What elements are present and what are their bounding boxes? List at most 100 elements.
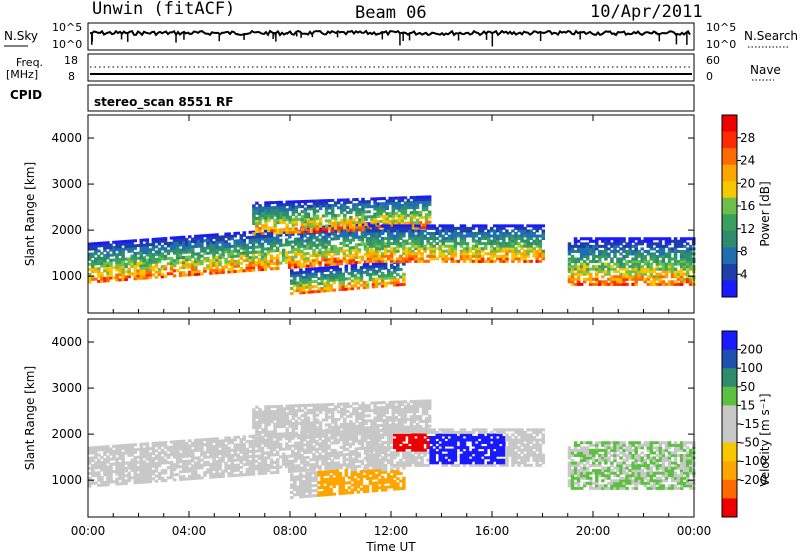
power-cell <box>417 229 421 233</box>
power-cell <box>658 267 663 271</box>
power-cell <box>408 226 412 230</box>
power-cell <box>349 226 353 230</box>
power-cell <box>266 237 271 241</box>
power-cell <box>324 260 328 264</box>
velocity-cell <box>230 448 234 452</box>
power-cell <box>348 246 353 250</box>
power-cell <box>601 265 605 269</box>
velocity-cell <box>303 421 308 425</box>
power-cell <box>514 257 518 261</box>
velocity-cell <box>252 420 256 425</box>
velocity-cell <box>224 436 228 440</box>
power-cell <box>324 258 328 262</box>
velocity-cell <box>278 437 283 441</box>
power-cell <box>474 254 479 258</box>
velocity-cell <box>285 407 289 411</box>
velocity-cell <box>181 439 186 443</box>
power-cell <box>411 252 415 256</box>
velocity-cell <box>175 465 180 469</box>
power-cell <box>538 226 542 230</box>
power-cell <box>333 224 338 228</box>
power-cell <box>365 283 370 287</box>
velocity-cell <box>257 444 262 448</box>
power-cell <box>502 247 506 251</box>
power-cell <box>486 257 491 261</box>
velocity-cell <box>312 437 316 441</box>
power-cell <box>591 244 596 248</box>
velocity-cell <box>106 473 110 477</box>
power-cell <box>291 218 296 222</box>
velocity-cell <box>300 456 304 460</box>
velocity-cell <box>239 465 244 469</box>
power-cell <box>148 273 153 277</box>
power-cell <box>424 195 429 199</box>
power-cell <box>346 198 350 202</box>
velocity-cell <box>252 408 256 412</box>
power-cell <box>382 214 386 218</box>
power-cell <box>432 237 436 241</box>
velocity-cell <box>157 459 162 463</box>
velocity-cell <box>100 445 104 449</box>
power-cell <box>403 201 408 205</box>
velocity-cell <box>297 421 302 425</box>
power-cell <box>157 272 162 276</box>
power-cell <box>291 250 295 254</box>
power-cell <box>184 260 189 264</box>
power-cell <box>293 284 297 288</box>
power-cell <box>287 233 292 237</box>
velocity-cell <box>309 429 314 433</box>
power-cell <box>94 244 98 248</box>
power-cell <box>260 265 265 269</box>
velocity-cell <box>370 419 374 423</box>
power-cell <box>394 201 399 205</box>
power-cell <box>297 237 301 241</box>
velocity-cell <box>154 464 159 468</box>
velocity-cell <box>352 422 356 426</box>
velocity-cell <box>248 450 253 454</box>
velocity-cell <box>115 449 119 453</box>
power-cell <box>258 221 262 225</box>
velocity-cell <box>354 434 359 438</box>
velocity-cell <box>212 450 216 454</box>
velocity-cell <box>318 421 323 425</box>
power-cell <box>368 224 373 228</box>
power-cell <box>511 259 515 263</box>
power-cell <box>145 273 150 277</box>
power-cell <box>628 252 632 256</box>
power-cell <box>359 268 364 272</box>
power-cell <box>541 249 546 253</box>
power-cell <box>258 214 262 218</box>
power-cell <box>339 262 344 266</box>
velocity-cell <box>160 451 165 455</box>
power-cell <box>349 218 353 222</box>
power-cell <box>406 203 411 207</box>
power-cell <box>257 250 262 254</box>
power-cell <box>266 259 271 263</box>
power-cell <box>106 266 110 270</box>
power-cell <box>412 198 417 202</box>
velocity-cell <box>209 450 213 454</box>
power-cell <box>281 248 286 252</box>
power-cell <box>601 280 605 284</box>
power-cell <box>233 242 237 246</box>
velocity-cell <box>300 434 305 438</box>
power-cell <box>441 244 446 248</box>
velocity-cell <box>221 457 225 461</box>
power-cell <box>330 255 334 259</box>
power-cell <box>309 261 313 265</box>
power-cell <box>377 254 382 258</box>
power-colorbar-label: Power [dB] <box>758 181 772 246</box>
power-cell <box>312 207 317 211</box>
power-cell <box>287 263 292 267</box>
power-cell <box>598 249 602 253</box>
velocity-cell <box>339 450 344 455</box>
power-cell <box>631 262 635 266</box>
power-cell <box>348 233 353 237</box>
power-cell <box>115 260 119 264</box>
power-cell <box>396 244 400 248</box>
velocity-cell <box>263 464 268 468</box>
velocity-cell <box>145 449 150 453</box>
power-cell <box>318 206 323 210</box>
velocity-cell <box>300 431 305 435</box>
power-cell <box>291 248 295 252</box>
